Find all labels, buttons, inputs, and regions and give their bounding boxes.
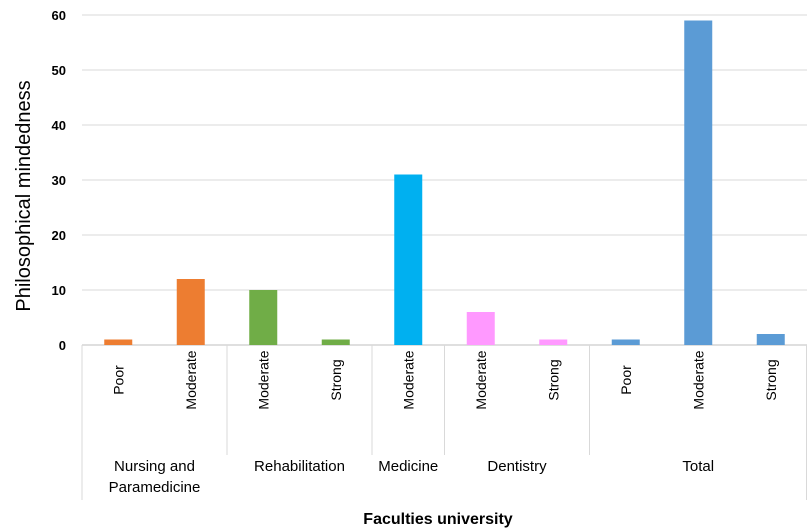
y-tick-label: 10 (52, 283, 66, 298)
bar (104, 339, 133, 345)
group-label: Medicine (378, 458, 438, 475)
group-label: Total (682, 458, 714, 475)
group-label: Nursing and (114, 458, 195, 475)
y-axis-title: Philosophical mindedness (13, 80, 35, 311)
x-axis-title: Faculties university (363, 511, 512, 528)
y-axis-ticks: 0 10 20 30 40 50 60 (52, 8, 66, 353)
category-label: Moderate (255, 350, 271, 409)
bar (176, 279, 205, 345)
bar (756, 334, 785, 345)
y-tick-label: 50 (52, 63, 66, 78)
group-label: Paramedicine (109, 479, 201, 496)
bar (249, 290, 278, 345)
y-tick-label: 60 (52, 8, 66, 23)
category-label: Poor (618, 365, 634, 395)
group-labels: Nursing and Paramedicine Rehabilitation Med… (109, 458, 714, 496)
bar (611, 339, 640, 345)
category-label: Moderate (690, 350, 706, 409)
bar (466, 312, 495, 345)
group-label: Rehabilitation (254, 458, 345, 475)
bar (684, 20, 713, 345)
category-label: Moderate (473, 350, 489, 409)
category-label: Moderate (400, 350, 416, 409)
category-label: Moderate (183, 350, 199, 409)
group-label: Dentistry (487, 458, 547, 475)
category-label: Poor (110, 365, 126, 395)
bar (321, 339, 350, 345)
y-tick-label: 40 (52, 118, 66, 133)
y-tick-label: 20 (52, 228, 66, 243)
bar (394, 174, 423, 345)
category-label: Strong (328, 359, 344, 400)
category-labels: Poor Moderate Moderate Strong Moderate Modera… (110, 350, 779, 409)
bars (104, 20, 785, 345)
category-label: Strong (763, 359, 779, 400)
category-label: Strong (545, 359, 561, 400)
y-tick-label: 0 (59, 338, 66, 353)
bar (539, 339, 568, 345)
y-tick-label: 30 (52, 173, 66, 188)
